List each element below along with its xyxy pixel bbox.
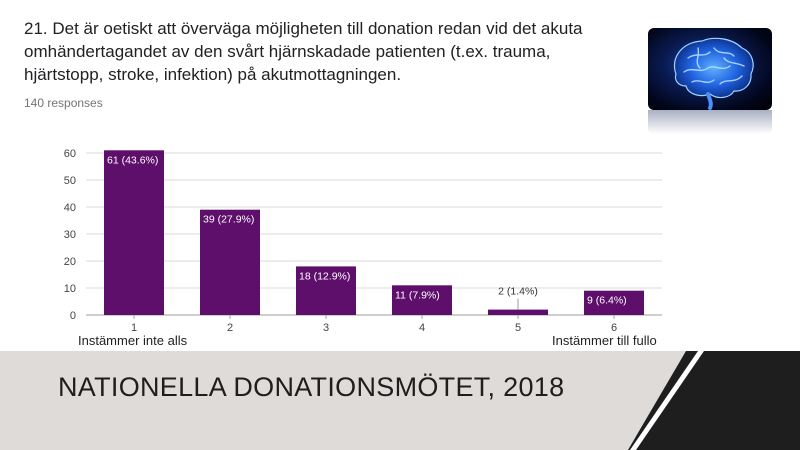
data-label: 9 (6.4%): [587, 295, 627, 307]
bar: [200, 209, 260, 315]
y-tick-label: 30: [64, 229, 76, 241]
x-tick-label: 2: [227, 322, 233, 334]
footer-title: NATIONELLA DONATIONSMÖTET, 2018: [58, 372, 565, 402]
x-tick-label: 1: [131, 322, 137, 334]
data-label: 2 (1.4%): [498, 286, 538, 298]
data-label: 18 (12.9%): [299, 270, 350, 282]
scale-low-label: Instämmer inte alls: [78, 333, 188, 348]
x-tick-label: 5: [515, 322, 521, 334]
scale-high-label: Instämmer till fullo: [552, 333, 657, 348]
bar: [488, 309, 548, 315]
y-tick-label: 40: [64, 202, 76, 214]
data-label: 11 (7.9%): [395, 289, 440, 301]
bar: [584, 290, 644, 315]
bar: [392, 285, 452, 315]
y-tick-label: 60: [64, 148, 76, 160]
x-tick-label: 6: [611, 322, 617, 334]
x-tick-label: 4: [419, 322, 425, 334]
data-label: 61 (43.6%): [107, 154, 158, 166]
y-tick-label: 0: [70, 310, 76, 322]
y-tick-label: 50: [64, 175, 76, 187]
response-count: 140 responses: [24, 96, 103, 110]
bar: [104, 150, 164, 315]
y-tick-label: 20: [64, 256, 76, 268]
y-tick-label: 10: [64, 283, 76, 295]
bar: [296, 266, 356, 315]
question-text: 21. Det är oetiskt att överväga möjlighe…: [24, 19, 583, 84]
brain-image: [648, 28, 772, 110]
x-tick-label: 3: [323, 322, 329, 334]
data-label: 39 (27.9%): [203, 214, 254, 226]
brain-image-reflection: [648, 110, 772, 134]
bar-chart: 0 10 20 30 40 50 60 1 61 (43.6%) 2 39 (27.9%) 3 18 (…: [64, 148, 662, 334]
